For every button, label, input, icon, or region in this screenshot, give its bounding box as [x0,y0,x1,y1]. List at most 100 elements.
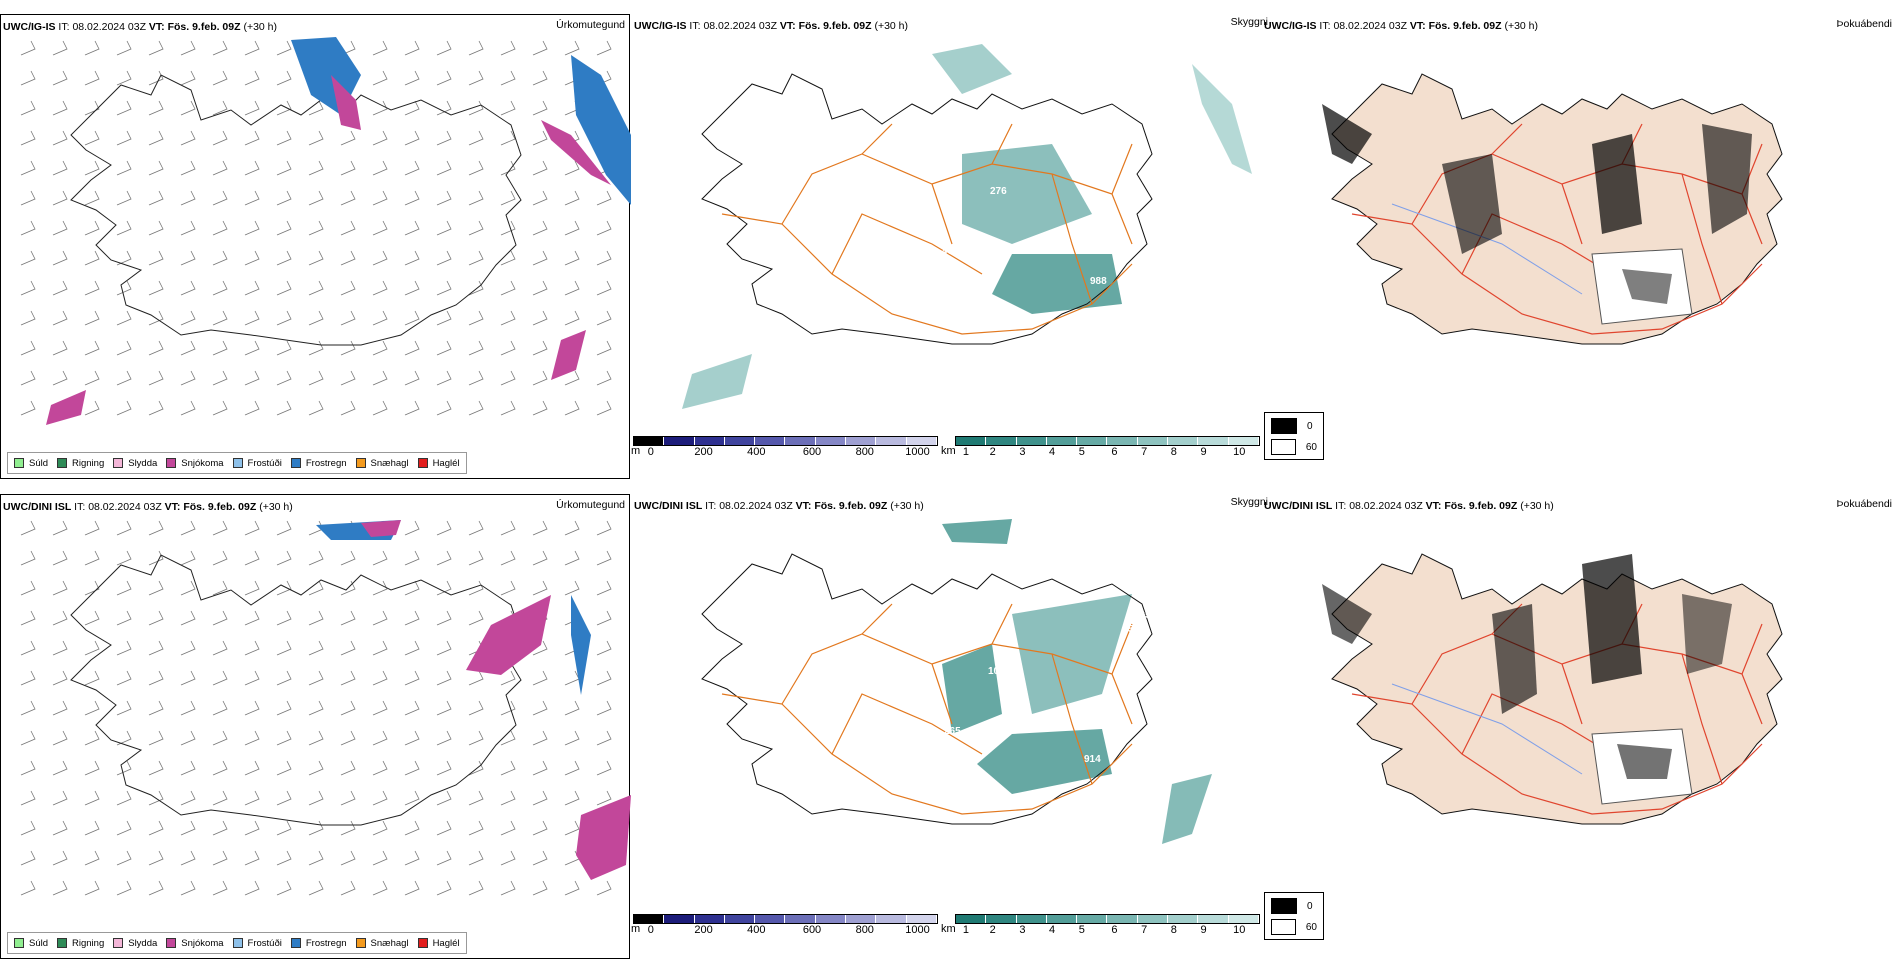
legend-item-rigning: Rigning [57,938,104,949]
wind-barb [20,370,36,386]
wind-barb [244,40,260,56]
panel-type-title: Skyggni [1230,496,1268,508]
wind-barb [500,580,516,596]
wind-barb [596,610,612,626]
wind-barb [116,280,132,296]
wind-barb [468,280,484,296]
wind-barb [372,760,388,776]
wind-barb [436,670,452,686]
fog-area [1617,744,1672,779]
wind-barb [244,70,260,86]
scale-tick: 800 [855,446,874,458]
wind-barb [468,610,484,626]
wind-barb [436,880,452,896]
ceiling-visibility-map-2: 1035 265 435 509 914 [701,519,1212,844]
snjokoma-area [46,390,86,425]
wind-barb [180,370,196,386]
wind-barb [564,730,580,746]
wind-barb [596,400,612,416]
wind-barb [52,310,68,326]
visibility-area [682,354,752,409]
visibility-scale-ticks: 1 2 3 4 5 6 7 8 9 10 [963,446,1260,458]
ceiling-scale-ticks: 0 200 400 600 800 1000 [645,924,938,936]
wind-barb [20,190,36,206]
wind-barb [468,670,484,686]
ceiling-scale-unit: m [631,445,641,457]
wind-barb [180,400,196,416]
wind-barb [532,700,548,716]
fog-area [1322,584,1372,644]
wind-barb [148,640,164,656]
wind-barb [308,220,324,236]
wind-barb [404,160,420,176]
fog-area [1682,594,1732,674]
snjokoma-area [551,330,586,380]
wind-barb [404,850,420,866]
wind-barb [180,220,196,236]
wind-barb [436,130,452,146]
wind-barb [52,640,68,656]
swatch-sudl [14,458,24,468]
wind-barb [84,130,100,146]
visibility-area [992,254,1122,314]
wind-barb [244,280,260,296]
wind-barb [52,520,68,536]
ceiling-label: 460 [942,246,959,257]
wind-barb [148,610,164,626]
wind-barb [468,700,484,716]
wind-barb [244,160,260,176]
wind-barb [148,100,164,116]
wind-barb [596,790,612,806]
wind-barb [116,130,132,146]
wind-barb [468,370,484,386]
wind-barb [20,250,36,266]
wind-barb [468,160,484,176]
wind-barb [212,730,228,746]
fog-swatch-light [1271,919,1296,935]
visibility-scale-1: km 1 2 3 4 5 6 7 8 9 10 [941,436,1260,458]
wind-barb [20,820,36,836]
wind-barb [436,70,452,86]
ceiling-scale-ticks: 0 200 400 600 800 1000 [645,446,938,458]
wind-barb [500,280,516,296]
wind-barb [212,550,228,566]
scale-cell [986,915,1017,923]
wind-barb [340,310,356,326]
wind-barb [244,730,260,746]
ceiling-visibility-map-1: 276 460 806 988 [682,44,1252,409]
scale-cell [876,437,907,445]
wind-barb [372,790,388,806]
wind-barb [532,370,548,386]
scale-tick: 200 [694,446,713,458]
wind-barb [180,580,196,596]
wind-barb [84,640,100,656]
wind-barb [532,580,548,596]
wind-barb [84,760,100,776]
wind-barb [212,700,228,716]
wind-barb [244,550,260,566]
fog-area [1442,154,1502,254]
wind-barb [84,880,100,896]
wind-barb [244,340,260,356]
wind-barb [404,520,420,536]
wind-barb [276,700,292,716]
wind-barb [468,250,484,266]
wind-barb [532,760,548,776]
wind-barb [244,610,260,626]
wind-barb [180,610,196,626]
scale-cell [1228,437,1259,445]
wind-barb [84,790,100,806]
scale-tick: 8 [1170,446,1177,458]
legend-item-slydda: Slydda [113,458,157,469]
wind-barb [212,760,228,776]
scale-tick: 400 [747,446,766,458]
legend-item-frostudi: Frostúði [232,938,282,949]
wind-barb [436,520,452,536]
wind-barb [84,730,100,746]
wind-barb [244,880,260,896]
wind-barb [276,790,292,806]
wind-barb [244,100,260,116]
wind-barb [372,190,388,206]
wind-barb [532,670,548,686]
wind-barb [84,610,100,626]
